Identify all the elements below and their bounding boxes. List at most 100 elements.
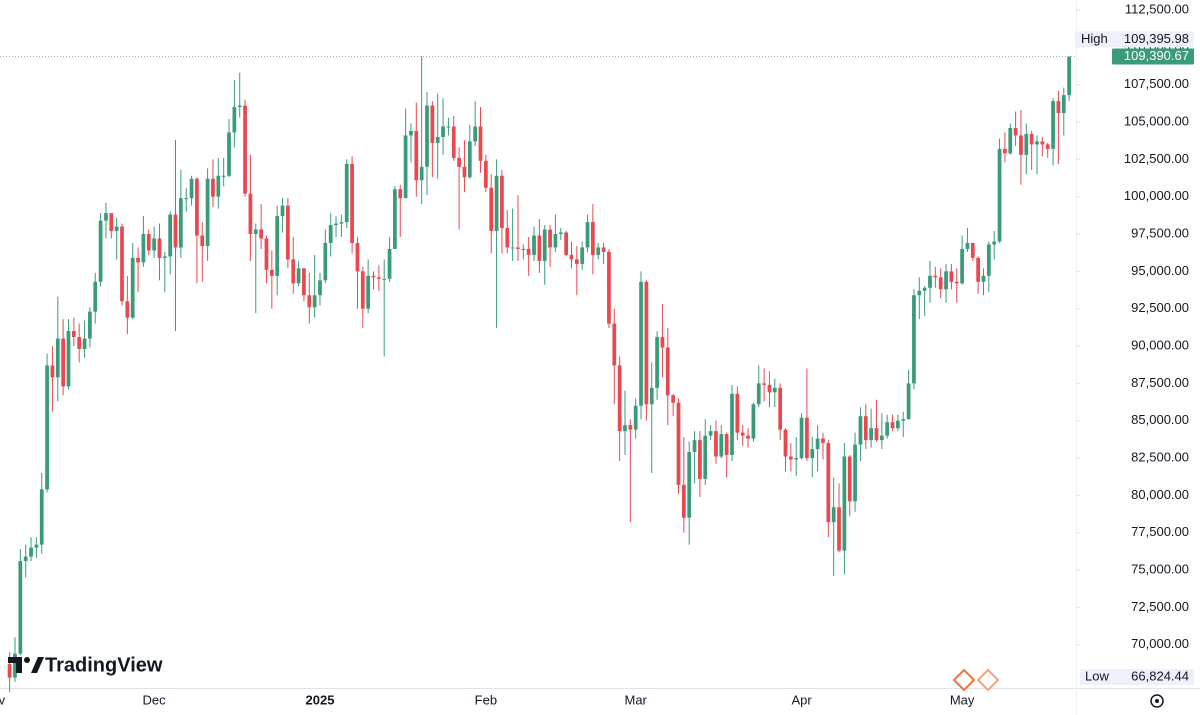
candle-body (489, 187, 494, 232)
candle-body (403, 135, 408, 199)
candle-body (831, 507, 836, 523)
y-tick-label: 72,500.00 (1131, 599, 1189, 614)
y-tick-label: 95,000.00 (1131, 263, 1189, 278)
candle-body (29, 547, 33, 557)
candle-body (655, 337, 659, 388)
candle-body (810, 449, 815, 459)
candle-body (869, 428, 874, 441)
candle-body (772, 387, 777, 393)
candle-body (45, 365, 49, 490)
settings-icon[interactable] (1150, 694, 1164, 708)
candle-body (173, 214, 178, 248)
candle-body (328, 225, 333, 243)
candle-body (168, 214, 173, 257)
candle-body (323, 242, 328, 281)
candle-body (141, 234, 146, 263)
candle-body (334, 223, 338, 226)
candle-body (601, 247, 606, 252)
candle-body (526, 248, 531, 255)
candle-body (612, 323, 617, 366)
candle-body (505, 228, 510, 248)
candle-body (639, 281, 643, 406)
candle-body (350, 163, 354, 243)
candle-body (216, 175, 221, 197)
y-tick-label: 97,500.00 (1131, 225, 1189, 240)
candle-body (510, 247, 515, 249)
candle-body (981, 275, 986, 282)
candle-body (77, 337, 82, 350)
y-tick-label: 85,000.00 (1131, 412, 1189, 427)
logo-diamond (976, 668, 1000, 692)
candle-body (949, 271, 954, 282)
candle-body (355, 242, 360, 272)
candle-body (751, 404, 756, 439)
candle-body (644, 281, 649, 405)
plot (7, 56, 1071, 693)
candle-body (1040, 141, 1045, 145)
candle-body (462, 166, 467, 178)
candle-body (435, 136, 440, 143)
logo-diamond (952, 668, 976, 692)
candle-body (82, 338, 87, 350)
candle-body (596, 247, 601, 255)
candle-body (954, 281, 959, 284)
candle-body (649, 387, 654, 405)
y-tick-label: 107,500.00 (1124, 76, 1189, 91)
candle-body (740, 432, 745, 436)
candle-body (280, 205, 285, 217)
candle-body (312, 295, 317, 308)
y-tick-label: 75,000.00 (1131, 561, 1189, 576)
candle-body (296, 268, 301, 284)
candle-body (826, 443, 831, 523)
last-price-label: 109,390.67 (1124, 48, 1189, 63)
watermark: TradingView (8, 654, 163, 676)
candle-body (136, 257, 140, 263)
candle-body (553, 234, 558, 248)
candle-body (623, 425, 627, 432)
last-price-box (1112, 48, 1194, 65)
candle-body (55, 338, 60, 378)
candle-body (157, 238, 162, 258)
candle-body (387, 248, 392, 279)
candle-body (558, 232, 563, 235)
candle-body (93, 281, 98, 312)
candle-body (724, 434, 729, 456)
settings-icon[interactable] (1155, 699, 1159, 703)
candle-body (39, 489, 44, 545)
x-tick-label: May (950, 692, 975, 707)
candle-body (660, 337, 665, 348)
candle-body (1003, 148, 1007, 154)
candle-body (66, 331, 71, 387)
candle-body (109, 213, 114, 232)
candle-body (890, 422, 895, 429)
candle-body (692, 440, 697, 453)
candle-body (976, 257, 981, 282)
candle-body (548, 229, 552, 248)
y-tick-label: 92,500.00 (1131, 300, 1189, 315)
candle-body (23, 556, 28, 562)
candle-body (286, 205, 290, 260)
candle-body (542, 229, 547, 261)
candle-body (788, 456, 793, 460)
y-tick-label: 80,000.00 (1131, 487, 1189, 502)
y-tick-label: 100,000.00 (1124, 188, 1189, 203)
y-tick-label: 82,500.00 (1131, 449, 1189, 464)
candle-body (451, 126, 456, 158)
candle-body (162, 256, 167, 258)
candle-body (858, 416, 863, 445)
candle-body (221, 175, 226, 177)
candle-body (970, 242, 975, 258)
candle-body (687, 452, 692, 518)
candle-body (847, 456, 852, 502)
candle-body (574, 259, 579, 264)
candle-body (708, 431, 713, 436)
y-tick-label: 112,500.00 (1125, 1, 1189, 16)
candle-body (366, 275, 371, 309)
candle-body (821, 438, 825, 444)
candle-body (938, 277, 943, 290)
candle-body (419, 166, 424, 181)
candle-body (264, 238, 269, 270)
y-tick-label: 77,500.00 (1131, 524, 1189, 539)
candle-body (794, 458, 799, 460)
